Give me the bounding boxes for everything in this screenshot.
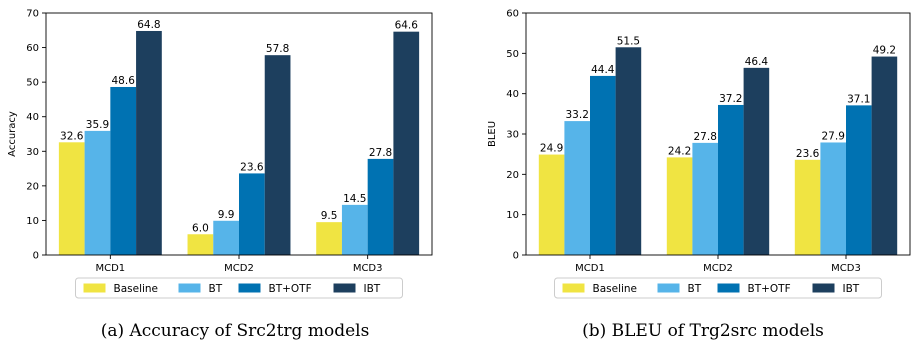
bar-bt-mcd3 (820, 142, 846, 255)
y-tick-label: 10 (26, 216, 39, 227)
y-tick-label: 60 (506, 9, 519, 20)
data-label: 23.6 (796, 148, 820, 160)
bar-bt-otf-mcd2 (718, 104, 744, 256)
bar-ibt-mcd1 (615, 47, 642, 256)
bar-ibt-mcd3 (871, 56, 898, 256)
y-tick-label: 50 (26, 78, 39, 89)
data-label: 27.8 (369, 147, 392, 159)
data-label: 27.9 (822, 130, 845, 142)
bar-bt-mcd1 (84, 130, 111, 255)
legend-label: Baseline (114, 283, 159, 295)
legend-label: BT (209, 283, 223, 295)
y-tick-label: 60 (26, 43, 39, 54)
data-label: 24.2 (668, 145, 691, 157)
y-tick-label: 30 (26, 147, 39, 158)
bar-ibt-mcd2 (264, 55, 291, 256)
bar-ibt-mcd1 (136, 30, 162, 255)
x-tick-label: MCD3 (831, 263, 861, 274)
y-axis-label: Accuracy (7, 111, 18, 157)
bar-baseline-mcd2 (187, 234, 214, 255)
caption-a: (a) Accuracy of Src2trg models (101, 321, 370, 341)
x-tick-label: MCD1 (575, 263, 605, 274)
data-label: 46.4 (745, 56, 769, 68)
data-label: 27.8 (694, 131, 717, 143)
y-tick-label: 20 (506, 170, 519, 181)
bar-baseline-mcd1 (58, 142, 85, 255)
data-label: 57.8 (266, 43, 289, 55)
y-tick-label: 40 (506, 89, 519, 100)
data-label: 64.8 (137, 19, 160, 31)
bar-ibt-mcd3 (393, 31, 420, 255)
legend-swatch (657, 283, 680, 293)
y-tick-label: 70 (26, 9, 39, 20)
legend-label: Baseline (593, 283, 638, 295)
y-tick-label: 0 (33, 251, 39, 262)
bar-baseline-mcd2 (666, 157, 693, 255)
data-label: 37.2 (719, 93, 742, 105)
caption-b: (b) BLEU of Trg2src models (582, 321, 824, 341)
data-label: 35.9 (86, 119, 109, 131)
x-tick-label: MCD2 (703, 263, 733, 274)
legend-swatch (238, 283, 261, 293)
data-label: 64.6 (395, 20, 419, 32)
data-label: 14.5 (343, 193, 366, 205)
legend-swatch (83, 283, 106, 293)
data-label: 9.5 (321, 210, 338, 222)
bar-bt-otf-mcd3 (846, 105, 872, 255)
data-label: 32.6 (60, 130, 84, 142)
data-label: 9.9 (218, 209, 235, 221)
legend-swatch (562, 283, 585, 293)
bar-baseline-mcd1 (538, 154, 565, 255)
data-label: 44.4 (591, 64, 615, 76)
y-tick-label: 0 (513, 251, 519, 262)
data-label: 23.6 (240, 161, 264, 173)
y-tick-label: 50 (506, 49, 519, 60)
bar-ibt-mcd2 (743, 67, 770, 255)
legend-label: BT+OTF (748, 283, 791, 295)
data-label: 51.5 (617, 35, 640, 47)
bar-bt-mcd3 (341, 204, 368, 255)
y-tick-label: 10 (506, 210, 519, 221)
x-tick-label: MCD3 (353, 263, 383, 274)
legend-swatch (717, 283, 740, 293)
y-axis-label: BLEU (487, 121, 498, 147)
data-label: 24.9 (540, 143, 563, 155)
legend-label: IBT (843, 283, 860, 295)
data-label: 33.2 (566, 109, 589, 121)
bar-bt-otf-mcd3 (367, 158, 394, 255)
bar-bt-otf-mcd1 (590, 75, 616, 255)
bar-bt-mcd2 (213, 220, 239, 255)
legend-label: BT (688, 283, 702, 295)
legend-swatch (812, 283, 835, 293)
y-tick-label: 20 (26, 181, 39, 192)
bar-bt-mcd1 (564, 121, 590, 256)
bar-bt-mcd2 (692, 142, 718, 255)
chart-bleu-trg2src: 24.9 24.2 23.6 33.2 27.8 27.9 44.4 37.2 37.1 51.5… (487, 9, 911, 299)
x-tick-label: MCD1 (95, 263, 125, 274)
y-tick-label: 40 (26, 112, 39, 123)
legend-swatch (178, 283, 201, 293)
bar-baseline-mcd3 (794, 159, 821, 255)
legend-label: BT+OTF (269, 283, 312, 295)
data-label: 37.1 (847, 93, 870, 105)
bar-bt-otf-mcd1 (110, 86, 137, 256)
legend: Baseline BT BT+OTF IBT (75, 277, 403, 299)
data-label: 48.6 (112, 75, 136, 87)
legend-swatch (333, 283, 356, 293)
legend: Baseline BT BT+OTF IBT (554, 277, 882, 299)
bar-bt-otf-mcd2 (239, 173, 265, 255)
y-tick-label: 30 (506, 130, 519, 141)
legend-label: IBT (364, 283, 381, 295)
data-label: 49.2 (873, 45, 896, 57)
x-tick-label: MCD2 (224, 263, 254, 274)
data-label: 6.0 (192, 222, 209, 234)
chart-accuracy-src2trg: 32.6 6.0 9.5 35.9 9.9 14.5 48.6 23.6 27.8 64.8 57.… (7, 9, 433, 299)
bar-baseline-mcd3 (316, 222, 342, 255)
